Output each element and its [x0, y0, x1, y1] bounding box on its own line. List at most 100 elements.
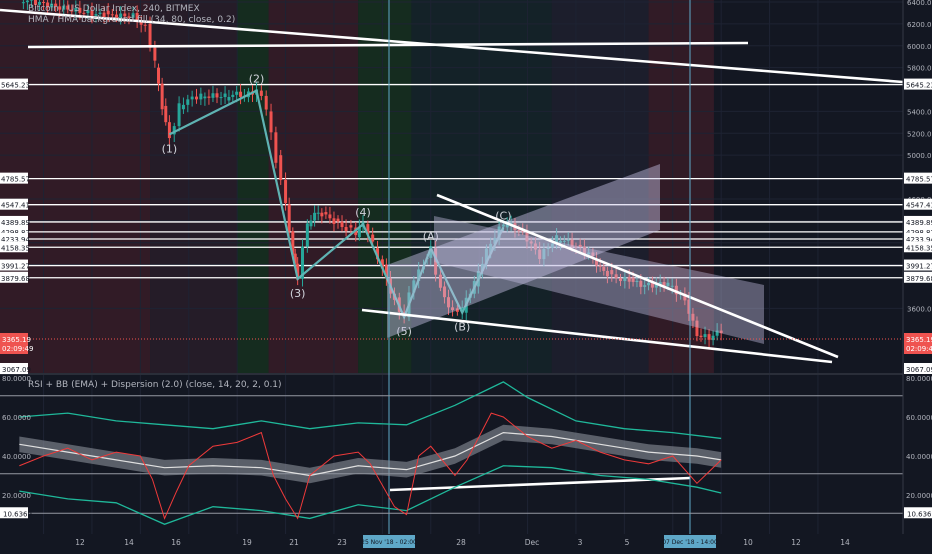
- candle-body: [74, 7, 78, 12]
- wave-label: (A): [423, 230, 439, 243]
- candle-body: [54, 3, 58, 7]
- candle-body: [199, 93, 203, 100]
- level-tag-right-text: 4298.87: [906, 229, 932, 237]
- candle-body: [195, 96, 199, 100]
- candle-body: [605, 270, 609, 277]
- chart-title: Bitcoin / US Dollar Index, 240, BITMEX: [28, 4, 200, 14]
- wave-label: (3): [290, 287, 306, 300]
- candle-body: [380, 259, 384, 269]
- time-tick-label: 21: [289, 538, 299, 547]
- dispersion-band: [19, 424, 722, 484]
- candle-body: [259, 90, 263, 96]
- candle-body: [719, 330, 723, 334]
- price-tick-label: 6000.00: [907, 43, 932, 51]
- level-tag-left-text: 4158.35: [1, 244, 30, 252]
- candle-body: [190, 96, 194, 100]
- rsi-tick-label: 40.0000: [906, 453, 932, 461]
- candle-body: [167, 122, 171, 139]
- candle-body: [614, 274, 618, 279]
- candle-body: [62, 5, 66, 10]
- candle-body: [324, 212, 328, 215]
- time-tick-label: 3: [578, 538, 583, 547]
- rsi-level-tag: [904, 507, 932, 519]
- candle-body: [203, 96, 207, 99]
- candle-body: [211, 93, 215, 98]
- rsi-tick-label-left: 20.0000: [2, 492, 31, 500]
- candle-body: [21, 2, 25, 4]
- time-tick-label: 16: [171, 538, 181, 547]
- candle-body: [320, 212, 324, 217]
- candle-body: [562, 240, 566, 242]
- candle-body: [86, 10, 90, 14]
- level-tag-left: [0, 172, 28, 184]
- candle-body: [313, 212, 317, 221]
- candle-body: [78, 7, 82, 13]
- cursor-time-text: 25 Nov '18 - 02:00: [361, 539, 417, 546]
- candle-body: [82, 12, 86, 14]
- candle-body: [529, 241, 533, 244]
- candle-body: [631, 277, 635, 282]
- candle-body: [119, 13, 123, 19]
- level-tag-right-text: 4389.89: [906, 219, 932, 227]
- rsi-level-tag: [0, 507, 28, 519]
- level-tag-right: [904, 215, 932, 227]
- current-price-text: 3365.19: [2, 336, 31, 344]
- candle-body: [332, 218, 336, 224]
- time-tick-label: 14: [124, 538, 134, 547]
- candle-body: [497, 226, 501, 238]
- hma-fill-band: [268, 0, 359, 374]
- rsi-legend: RSI + BB (EMA) + Dispersion (2.0) (close…: [28, 380, 282, 390]
- candle-body: [223, 93, 227, 98]
- candle-body: [25, 0, 29, 3]
- candle-body: [691, 313, 695, 321]
- level-tag-right: [904, 241, 932, 253]
- candle-body: [207, 96, 211, 98]
- time-tick-label: 23: [337, 538, 347, 547]
- candle-body: [662, 282, 666, 287]
- candle-body: [328, 214, 332, 219]
- candle-body: [639, 280, 643, 287]
- candle-body: [587, 252, 591, 255]
- candle-body: [505, 224, 509, 228]
- hma-fill-band: [150, 0, 238, 374]
- level-tag-left-text: 3879.68: [1, 275, 30, 283]
- candle-body: [127, 16, 131, 18]
- level-tag-right: [904, 225, 932, 237]
- falling-channel: [434, 216, 764, 344]
- level-tag-left-text: 4389.89: [1, 219, 30, 227]
- candle-body: [666, 282, 670, 287]
- candle-body: [538, 249, 542, 259]
- candle-body: [177, 103, 181, 127]
- candle-body: [493, 237, 497, 244]
- candle-body: [715, 330, 719, 336]
- time-tick-label: 12: [791, 538, 801, 547]
- time-tick-label: 14: [840, 538, 850, 547]
- candle-body: [181, 104, 185, 110]
- cursor-time-tag: [363, 535, 415, 548]
- candle-body: [521, 230, 525, 232]
- rsi-tick-label-left: 60.0000: [2, 414, 31, 422]
- wave-label: (4): [355, 206, 371, 219]
- candle-body: [707, 334, 711, 340]
- candle-body: [227, 96, 231, 101]
- candle-body: [148, 23, 152, 48]
- candle-body: [555, 235, 559, 244]
- time-tick-label: Dec: [525, 538, 540, 547]
- candle-body: [546, 247, 550, 250]
- candle-body: [542, 249, 546, 260]
- candle-body: [647, 282, 651, 286]
- candle-body: [186, 99, 190, 105]
- candle-body: [344, 227, 348, 232]
- low-tag-text: 3067.09: [2, 366, 31, 374]
- level-tag-right: [904, 172, 932, 184]
- candle-body: [135, 12, 139, 22]
- candle-body: [687, 299, 691, 314]
- level-tag-right: [904, 271, 932, 283]
- candle-body: [219, 97, 223, 99]
- candle-body: [429, 246, 433, 258]
- level-tag-right-text: 4233.94: [906, 236, 932, 244]
- candle-body: [336, 218, 340, 222]
- rsi-tick-label: 80.0000: [906, 375, 932, 383]
